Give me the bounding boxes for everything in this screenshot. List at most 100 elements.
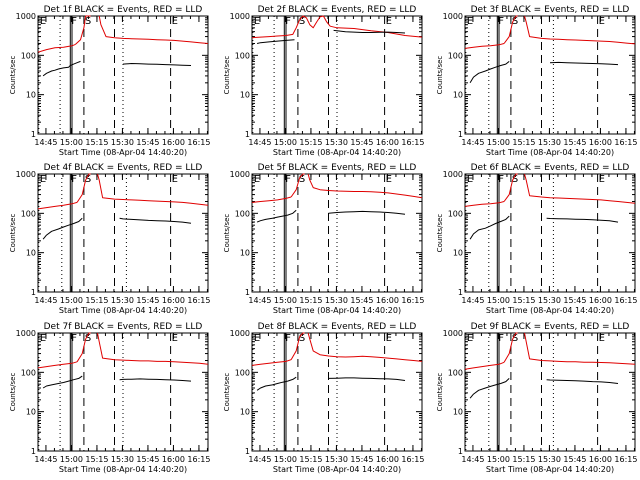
x-tick-label: 15:45 bbox=[563, 455, 586, 464]
marker-label: E bbox=[254, 174, 260, 185]
panel-title: Det 1f BLACK = Events, RED = LLD bbox=[44, 5, 203, 15]
series-events-line bbox=[119, 378, 192, 382]
x-tick-label: 16:15 bbox=[187, 138, 210, 147]
y-tick-label: 10 bbox=[240, 249, 250, 258]
y-tick-label: 1000 bbox=[230, 12, 250, 21]
marker-label: F bbox=[71, 333, 77, 344]
series-lld-line bbox=[251, 15, 423, 39]
panel-det-2: Det 2f BLACK = Events, RED = LLD 1 10 100 10… bbox=[223, 5, 424, 157]
y-axis-label: Counts/sec bbox=[436, 214, 444, 253]
panel-title: Det 4f BLACK = Events, RED = LLD bbox=[44, 163, 203, 173]
y-tick-label: 1000 bbox=[16, 170, 36, 179]
marker-label: E bbox=[467, 333, 473, 344]
marker-label: F bbox=[498, 16, 504, 27]
y-axis-label: Counts/sec bbox=[9, 56, 17, 95]
series-lld-line bbox=[37, 361, 78, 369]
x-axis-label: Start Time (08-Apr-04 14:40:20) bbox=[486, 465, 614, 474]
marker-label: S bbox=[512, 333, 518, 344]
x-tick-label: 15:00 bbox=[487, 455, 510, 464]
x-tick-label: 16:00 bbox=[589, 296, 612, 305]
x-tick-label: 14:45 bbox=[34, 455, 57, 464]
x-tick-label: 16:00 bbox=[376, 296, 399, 305]
series-lld-line bbox=[76, 173, 91, 203]
series-lld-line bbox=[75, 15, 91, 45]
series-events-line bbox=[469, 61, 510, 84]
series-events-line bbox=[256, 39, 295, 44]
x-tick-label: 15:30 bbox=[538, 296, 561, 305]
y-tick-label: 1 bbox=[31, 447, 36, 456]
panel-title: Det 8f BLACK = Events, RED = LLD bbox=[258, 322, 417, 332]
x-tick-label: 15:15 bbox=[299, 455, 322, 464]
marker-label: E bbox=[386, 333, 392, 344]
marker-label: E bbox=[40, 333, 46, 344]
marker-label: E bbox=[40, 174, 46, 185]
series-lld-line bbox=[524, 173, 636, 204]
marker-label: E bbox=[40, 16, 46, 27]
series-lld-line bbox=[464, 43, 505, 49]
series-events-line bbox=[333, 29, 406, 34]
marker-label: F bbox=[71, 16, 77, 27]
y-tick-label: 100 bbox=[235, 368, 250, 377]
series-lld-line bbox=[98, 15, 209, 44]
marker-label: F bbox=[498, 174, 504, 185]
marker-label: E bbox=[254, 16, 260, 27]
series-lld-line bbox=[290, 332, 305, 360]
x-tick-label: 15:30 bbox=[538, 455, 561, 464]
panel-det-3: Det 3f BLACK = Events, RED = LLD 1 10 100 10… bbox=[436, 5, 637, 157]
series-events-line bbox=[122, 63, 192, 66]
marker-label: S bbox=[85, 174, 91, 185]
y-axis-label: Counts/sec bbox=[9, 373, 17, 412]
x-tick-label: 16:00 bbox=[589, 455, 612, 464]
plot-frame bbox=[464, 173, 636, 293]
x-axis-label: Start Time (08-Apr-04 14:40:20) bbox=[273, 306, 401, 315]
x-axis-label: Start Time (08-Apr-04 14:40:20) bbox=[273, 465, 401, 474]
x-tick-label: 16:00 bbox=[376, 138, 399, 147]
y-tick-label: 1 bbox=[245, 130, 250, 139]
plot-frame bbox=[464, 332, 636, 452]
plot-frame bbox=[37, 173, 209, 293]
y-tick-label: 1 bbox=[245, 447, 250, 456]
x-tick-label: 15:15 bbox=[512, 138, 535, 147]
series-lld-line bbox=[97, 332, 209, 365]
x-tick-label: 15:00 bbox=[487, 138, 510, 147]
series-lld-line bbox=[524, 332, 636, 365]
x-tick-label: 15:15 bbox=[299, 296, 322, 305]
panel-det-6: Det 6f BLACK = Events, RED = LLD 1 10 100 10… bbox=[436, 163, 637, 315]
x-axis-label: Start Time (08-Apr-04 14:40:20) bbox=[59, 148, 187, 157]
x-tick-label: 15:45 bbox=[350, 296, 373, 305]
marker-label: E bbox=[172, 174, 178, 185]
y-tick-label: 1 bbox=[458, 447, 463, 456]
y-tick-label: 10 bbox=[26, 91, 36, 100]
marker-label: S bbox=[512, 174, 518, 185]
y-tick-label: 1000 bbox=[230, 170, 250, 179]
y-tick-label: 1 bbox=[31, 288, 36, 297]
x-tick-label: 16:15 bbox=[187, 455, 210, 464]
series-lld-line bbox=[503, 173, 518, 202]
y-tick-label: 10 bbox=[453, 91, 463, 100]
series-lld-line bbox=[307, 173, 423, 199]
y-axis-label: Counts/sec bbox=[436, 56, 444, 95]
marker-label: F bbox=[71, 174, 77, 185]
series-lld-line bbox=[251, 196, 292, 203]
x-tick-label: 15:15 bbox=[85, 138, 108, 147]
series-events-line bbox=[328, 377, 406, 381]
panel-title: Det 9f BLACK = Events, RED = LLD bbox=[471, 322, 630, 332]
y-tick-label: 1000 bbox=[16, 12, 36, 21]
panel-title: Det 3f BLACK = Events, RED = LLD bbox=[471, 5, 630, 15]
x-tick-label: 15:45 bbox=[350, 138, 373, 147]
marker-label: F bbox=[498, 333, 504, 344]
series-lld-line bbox=[37, 43, 76, 53]
x-tick-label: 15:30 bbox=[325, 455, 348, 464]
series-events-line bbox=[42, 217, 83, 240]
x-tick-label: 15:00 bbox=[60, 455, 83, 464]
x-tick-label: 15:45 bbox=[136, 296, 159, 305]
panel-det-7: Det 7f BLACK = Events, RED = LLD 1 10 100 10… bbox=[9, 322, 210, 474]
x-tick-label: 15:15 bbox=[85, 455, 108, 464]
y-axis-label: Counts/sec bbox=[436, 373, 444, 412]
series-lld-line bbox=[524, 15, 636, 45]
marker-label: E bbox=[172, 16, 178, 27]
panel-det-5: Det 5f BLACK = Events, RED = LLD 1 10 100 10… bbox=[223, 163, 424, 315]
y-tick-label: 10 bbox=[26, 249, 36, 258]
panel-title: Det 5f BLACK = Events, RED = LLD bbox=[258, 163, 417, 173]
